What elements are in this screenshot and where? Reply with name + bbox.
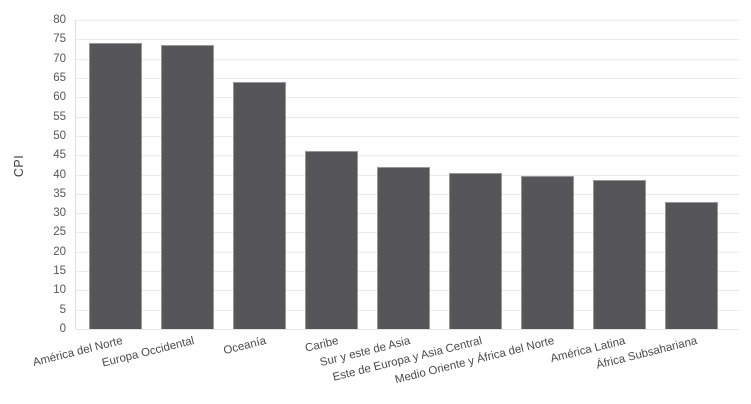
y-axis-tick-label: 65 [53,71,66,84]
gridline [76,155,739,157]
y-axis-tick-label: 5 [59,303,66,316]
bar-2 [161,45,215,329]
gridline [76,58,739,60]
bar-1 [89,43,143,329]
y-axis-tick-label: 0 [59,323,66,335]
bar-5 [376,166,430,329]
gridline [76,39,739,41]
y-axis-tick-label: 55 [53,110,66,123]
x-axis-label: Oceanía [222,335,268,358]
gridline [76,116,739,118]
y-axis-tick-label: 15 [53,265,66,278]
y-axis-tick-label: 70 [53,52,66,65]
y-axis-tick-label: 35 [53,187,66,200]
gridline [76,77,739,79]
y-axis-tick-label: 75 [53,33,66,46]
gridline [76,329,739,330]
bar-4 [305,151,358,329]
x-axis-label: Caribe [303,335,340,355]
y-axis-tick-label: 40 [53,168,66,181]
y-axis-tick-label: 30 [53,207,66,220]
gridline [76,97,739,99]
y-axis-tick-label: 20 [53,245,66,258]
bar-6 [448,172,502,329]
y-axis-tick-label: 60 [53,91,66,104]
y-axis-tick-label: 45 [53,149,66,162]
bar-8 [592,179,646,329]
y-axis-tick-label: 25 [53,226,66,239]
bar-9 [664,201,718,329]
y-axis-tick-label: 50 [53,129,66,142]
bar-3 [233,81,287,329]
y-axis-tick-label: 80 [53,14,66,26]
gridline [76,135,739,137]
bar-7 [520,176,574,329]
y-axis-title: CPI [12,154,26,178]
gridline [76,20,739,21]
y-axis-tick-label: 10 [53,284,66,297]
